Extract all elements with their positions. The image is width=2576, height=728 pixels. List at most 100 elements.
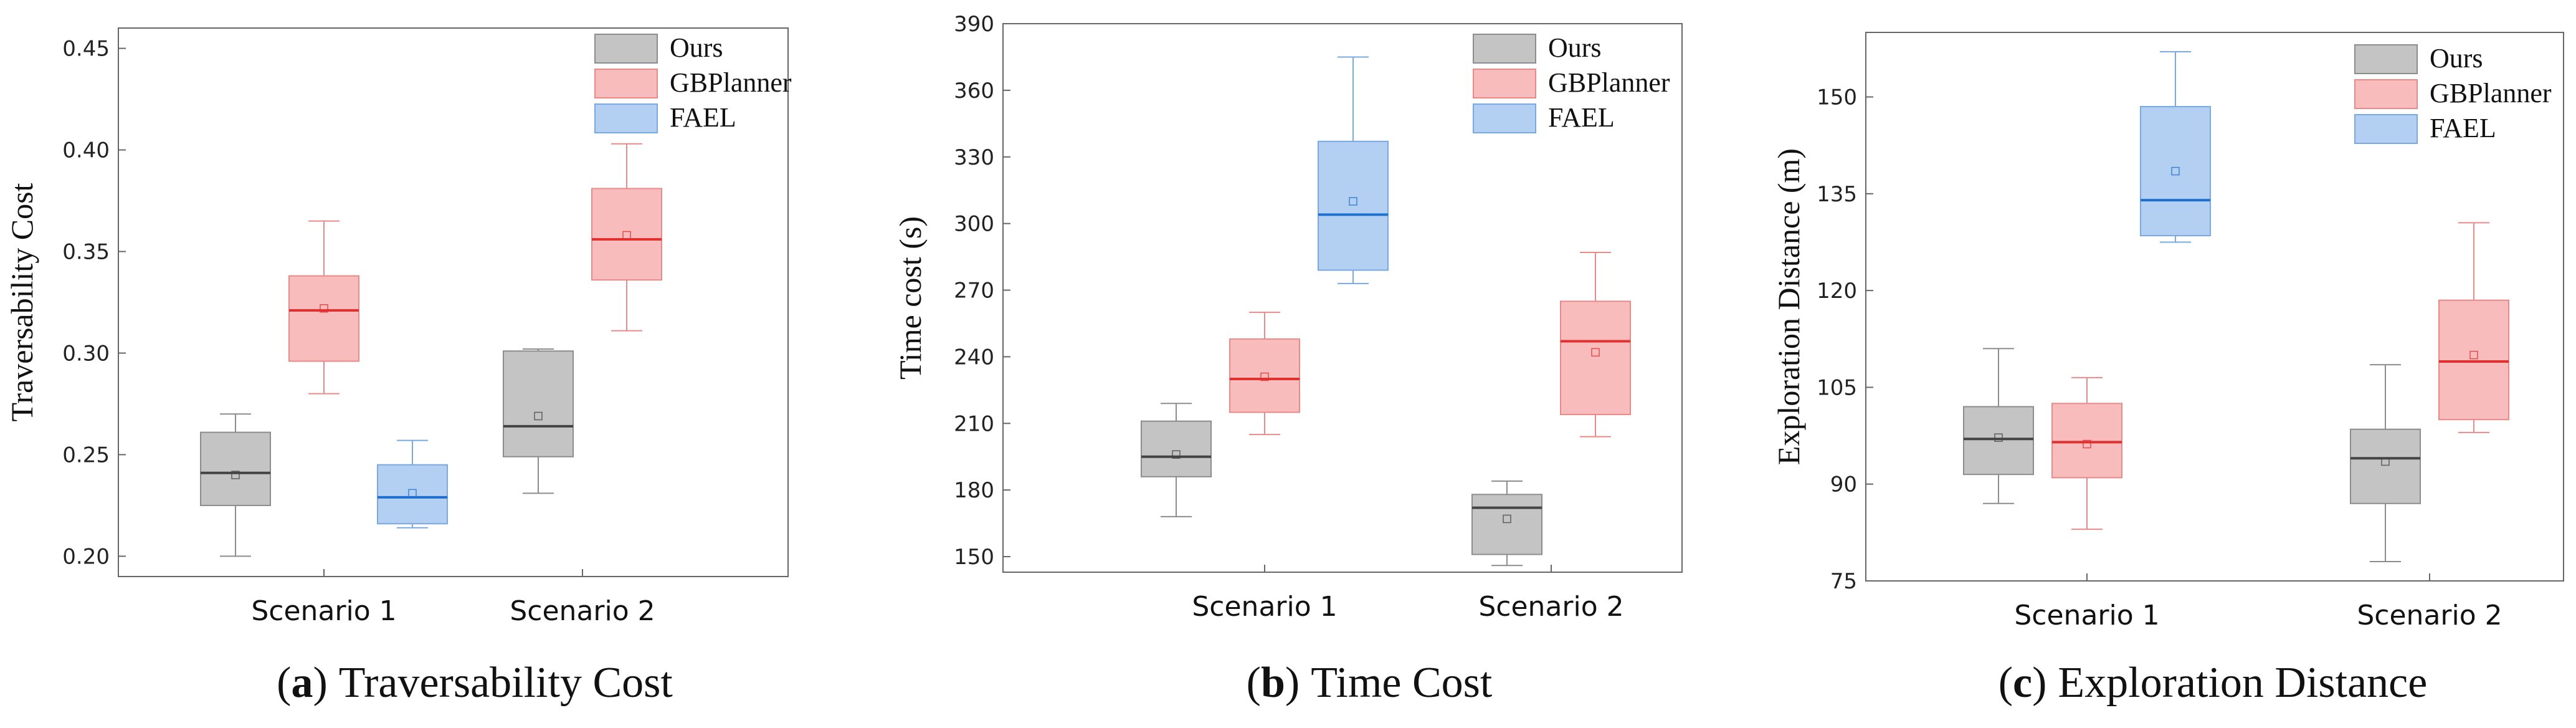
iqr-box: [1471, 494, 1542, 555]
x-tick-label: Scenario 2: [510, 595, 655, 627]
iqr-box: [2140, 106, 2211, 237]
box-gbplanner-scenario-1: [1229, 312, 1300, 436]
iqr-box: [2350, 428, 2421, 504]
y-tick-label: 180: [954, 478, 994, 503]
caption-letter: b: [1261, 659, 1285, 707]
caption-letter: a: [291, 659, 313, 707]
iqr-box: [377, 464, 448, 525]
legend: Ours GBPlanner FAEL: [594, 32, 792, 133]
box-gbplanner-scenario-1: [288, 220, 359, 395]
plot-frame: [1865, 32, 2564, 582]
caption-close-paren: ): [2032, 659, 2046, 707]
chart-panel-b: 150 180 210 240 270 300 330 360 390 Time cost (s)…: [893, 12, 1683, 707]
legend-label-fael: FAEL: [2430, 113, 2496, 143]
y-axis-label: Traversability Cost: [4, 183, 39, 421]
mean-marker: [2381, 457, 2390, 466]
y-tick-label: 300: [954, 212, 994, 237]
legend-label-fael: FAEL: [1548, 102, 1615, 133]
box-ours-scenario-2: [1471, 480, 1542, 567]
caption-close-paren: ): [1285, 659, 1300, 707]
caption-open-paren: (: [1999, 659, 2013, 707]
box-ours-scenario-1: [1963, 348, 2034, 504]
mean-marker: [622, 231, 631, 240]
mean-marker: [2171, 166, 2180, 176]
y-tick-label: 210: [954, 411, 994, 436]
y-tick-label: 0.35: [62, 240, 110, 265]
iqr-box: [1229, 338, 1300, 413]
caption-open-paren: (: [1247, 659, 1261, 707]
caption-title: Traversability Cost: [339, 659, 673, 707]
y-tick-label: 90: [1830, 472, 1857, 497]
legend-label-ours: Ours: [1548, 32, 1602, 63]
box-ours-scenario-2: [2350, 364, 2421, 562]
y-tick-label: 0.30: [62, 341, 110, 366]
y-tick-label: 0.20: [62, 544, 110, 569]
iqr-box: [200, 431, 271, 506]
legend-swatch-fael: [2354, 114, 2418, 144]
mean-marker: [320, 304, 328, 313]
legend: Ours GBPlanner FAEL: [2354, 43, 2552, 144]
legend-label-gbplanner: GBPlanner: [670, 67, 792, 98]
box-ours-scenario-1: [200, 413, 271, 557]
legend-label-ours: Ours: [670, 32, 723, 63]
y-tick-label: 150: [1817, 85, 1857, 110]
box-gbplanner-scenario-2: [1560, 251, 1631, 438]
legend-label-ours: Ours: [2430, 43, 2483, 74]
plot-frame: [1002, 23, 1683, 573]
legend-label-gbplanner: GBPlanner: [1548, 67, 1670, 98]
caption-title: Time Cost: [1311, 659, 1493, 707]
y-axis-label: Time cost (s): [893, 216, 928, 380]
iqr-box: [288, 275, 359, 362]
iqr-box: [1560, 300, 1631, 416]
legend-swatch-gbplanner: [594, 69, 658, 98]
box-fael-scenario-1: [377, 439, 448, 529]
x-tick-label: Scenario 1: [2014, 600, 2159, 631]
iqr-box: [1963, 406, 2034, 476]
plot-frame: [118, 27, 789, 577]
chart-panel-c: 75 90 105 120 135 150 Exploration Distance (m)…: [1771, 32, 2564, 707]
caption-title: Exploration Distance: [2058, 659, 2427, 707]
caption-open-paren: (: [277, 659, 291, 707]
mean-marker: [1503, 514, 1511, 524]
box-gbplanner-scenario-2: [2438, 222, 2509, 433]
box-ours-scenario-1: [1141, 403, 1212, 517]
iqr-box: [591, 188, 662, 281]
box-ours-scenario-2: [503, 348, 574, 494]
x-tick-label: Scenario 2: [2357, 600, 2502, 631]
x-tick-label: Scenario 1: [251, 595, 396, 627]
legend-swatch-gbplanner: [2354, 79, 2418, 109]
mean-marker: [231, 471, 240, 479]
mean-marker: [1994, 433, 2003, 442]
y-tick-label: 360: [954, 79, 994, 103]
panel-caption: (a) Traversability Cost: [277, 659, 673, 707]
box-gbplanner-scenario-2: [591, 143, 662, 332]
box-fael-scenario-1: [2140, 51, 2211, 243]
y-axis-label: Exploration Distance (m): [1771, 148, 1806, 465]
legend: Ours GBPlanner FAEL: [1473, 32, 1670, 133]
y-tick-label: 0.25: [62, 443, 110, 467]
y-tick-label: 135: [1817, 182, 1857, 207]
y-tick-label: 270: [954, 279, 994, 304]
legend-swatch-gbplanner: [1473, 69, 1536, 98]
mean-marker: [2083, 439, 2091, 449]
mean-marker: [408, 489, 417, 498]
legend-swatch-fael: [1473, 103, 1536, 133]
iqr-box: [1141, 420, 1212, 477]
y-tick-label: 75: [1830, 569, 1857, 594]
panel-caption: (b) Time Cost: [1247, 659, 1493, 707]
legend-swatch-fael: [594, 103, 658, 133]
y-tick-label: 150: [954, 545, 994, 570]
legend-swatch-ours: [594, 34, 658, 64]
y-tick-label: 240: [954, 345, 994, 370]
legend-label-gbplanner: GBPlanner: [2430, 78, 2552, 108]
panel-caption: (c) Exploration Distance: [1999, 659, 2428, 707]
x-tick-label: Scenario 2: [1478, 591, 1623, 623]
box-fael-scenario-1: [1318, 56, 1389, 284]
box-gbplanner-scenario-1: [2051, 376, 2122, 530]
y-tick-label: 390: [954, 12, 994, 37]
y-tick-label: 0.40: [62, 138, 110, 163]
y-tick-label: 120: [1817, 279, 1857, 304]
legend-swatch-ours: [1473, 34, 1536, 64]
y-tick-label: 105: [1817, 375, 1857, 400]
